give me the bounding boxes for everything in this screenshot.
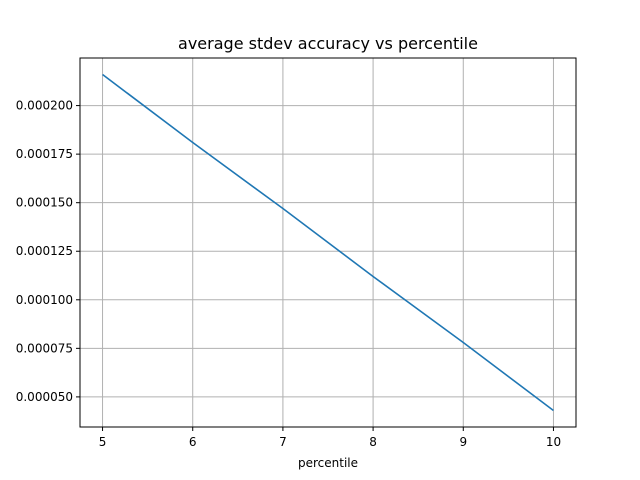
x-tick-label: 9 <box>459 435 467 449</box>
x-tick-label: 7 <box>279 435 287 449</box>
y-tick-label: 0.000175 <box>16 147 73 161</box>
y-tick-label: 0.000125 <box>16 244 73 258</box>
y-tick-label: 0.000100 <box>16 293 73 307</box>
grid-lines <box>80 58 576 427</box>
y-tick-label: 0.000050 <box>16 390 73 404</box>
series-layer <box>102 73 554 412</box>
y-tick-label: 0.000150 <box>16 196 73 210</box>
x-axis-label: percentile <box>298 456 358 470</box>
x-tick-label: 8 <box>369 435 377 449</box>
x-tick-label: 6 <box>189 435 197 449</box>
x-tick-label: 5 <box>99 435 107 449</box>
plot-frame <box>79 57 577 428</box>
x-tick-label: 10 <box>546 435 561 449</box>
y-tick-label: 0.000200 <box>16 99 73 113</box>
chart-title: average stdev accuracy vs percentile <box>178 34 478 53</box>
y-tick-label: 0.000075 <box>16 341 73 355</box>
series-line <box>102 73 554 412</box>
x-axis: 5 6 7 8 9 10 <box>99 427 561 449</box>
y-axis: 0.000050 0.000075 0.000100 0.000125 0.000150… <box>16 99 80 404</box>
